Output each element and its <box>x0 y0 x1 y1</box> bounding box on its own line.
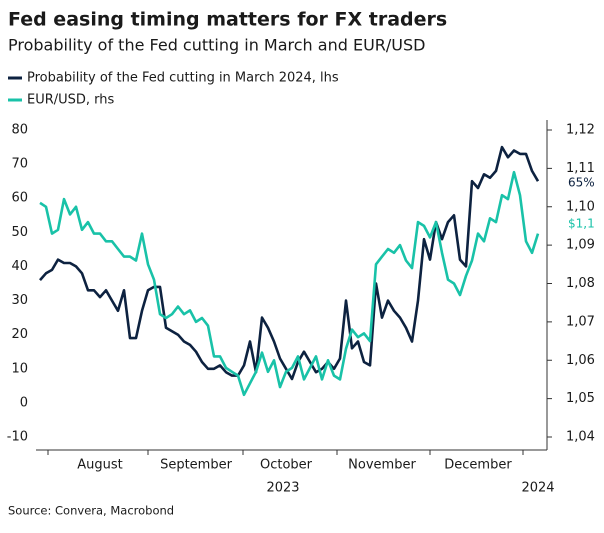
y2-tick-label: 1,12 <box>566 123 595 138</box>
y2-tick-label: 1,05 <box>566 391 595 406</box>
legend-label: Probability of the Fed cutting in March … <box>27 71 339 86</box>
y-tick-label: 0 <box>20 395 28 410</box>
chart-subtitle: Probability of the Fed cutting in March … <box>8 36 425 55</box>
y-tick-label: 10 <box>11 361 28 376</box>
year-label: 2024 <box>521 481 554 496</box>
y2-tick-label: 1,09 <box>566 238 595 253</box>
x-tick-label: August <box>77 458 123 473</box>
year-label: 2023 <box>266 481 299 496</box>
x-tick-label: November <box>348 458 416 473</box>
y-tick-label: 60 <box>11 191 28 206</box>
y2-tick-label: 1,04 <box>566 430 595 445</box>
y2-tick-label: 1,06 <box>566 353 595 368</box>
series-line <box>39 170 540 397</box>
series-line <box>39 145 540 381</box>
y-tick-label: 50 <box>11 225 28 240</box>
end-label: 65% <box>568 176 595 190</box>
y-tick-label: -10 <box>7 430 28 445</box>
y-tick-label: 20 <box>11 327 28 342</box>
y2-tick-label: 1,08 <box>566 276 595 291</box>
y-tick-label: 40 <box>11 259 28 274</box>
legend-label: EUR/USD, rhs <box>27 93 115 108</box>
source: Source: Convera, Macrobond <box>8 504 174 518</box>
y2-tick-label: 1,10 <box>566 199 595 214</box>
x-tick-label: December <box>444 458 512 473</box>
x-tick-label: September <box>160 458 233 473</box>
end-label: $1,1 <box>568 217 595 231</box>
y2-tick-label: 1,11 <box>566 161 595 176</box>
y-tick-label: 30 <box>11 293 28 308</box>
y-tick-label: 70 <box>11 157 28 172</box>
y2-tick-label: 1,07 <box>566 314 595 329</box>
y-tick-label: 80 <box>11 123 28 138</box>
x-tick-label: October <box>260 458 313 473</box>
chart-title: Fed easing timing matters for FX traders <box>8 9 447 31</box>
